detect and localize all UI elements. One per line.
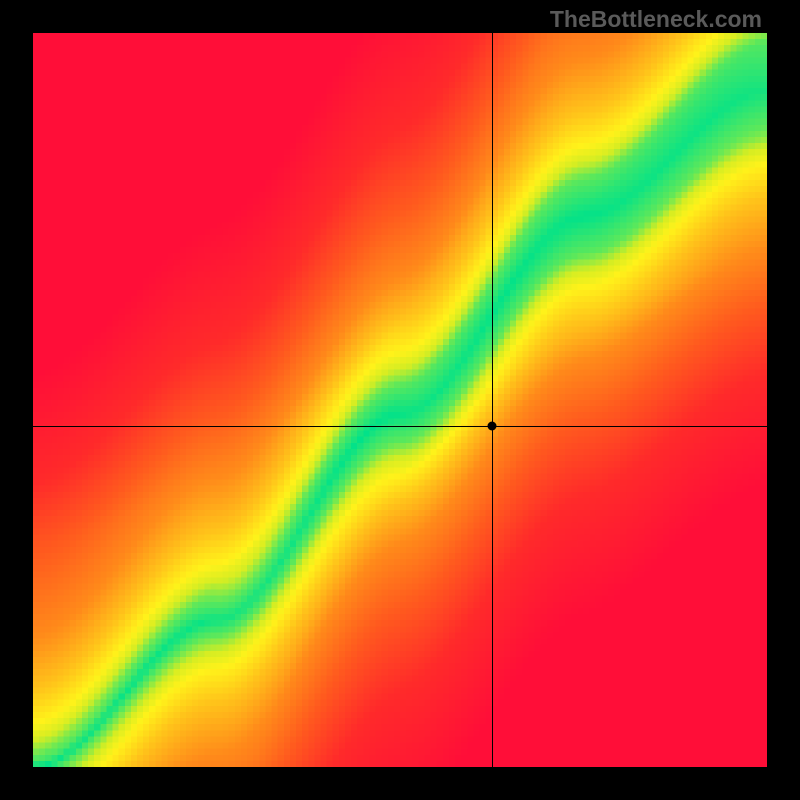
- crosshair-horizontal: [33, 426, 767, 427]
- marker-dot: [487, 421, 496, 430]
- plot-area: [33, 33, 767, 767]
- heatmap-canvas: [33, 33, 767, 767]
- crosshair-vertical: [492, 33, 493, 767]
- watermark-text: TheBottleneck.com: [550, 6, 762, 33]
